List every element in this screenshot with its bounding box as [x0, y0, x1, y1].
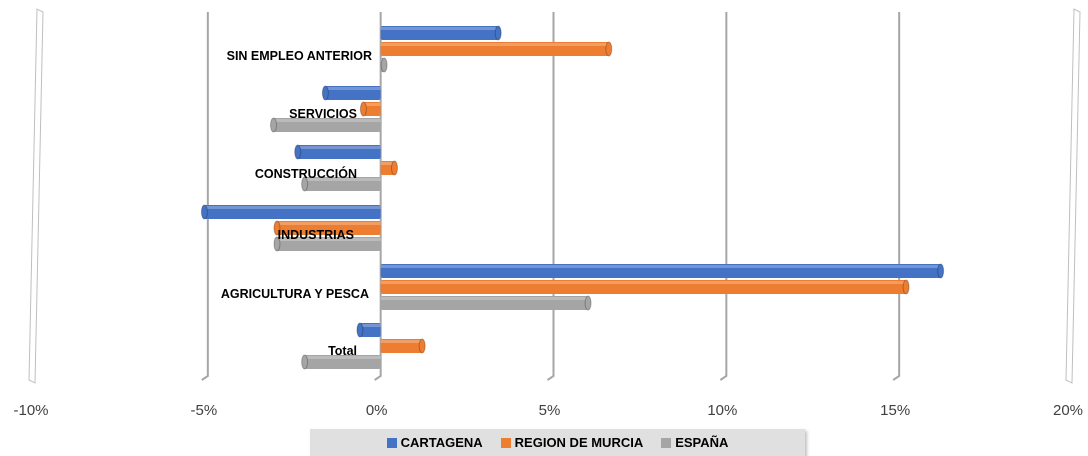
bar [380, 338, 426, 354]
x-tick-label: 20% [1053, 402, 1083, 419]
legend-swatch [386, 437, 397, 448]
category-label: SIN EMPLEO ANTERIOR [227, 49, 372, 63]
bar [380, 295, 592, 311]
legend-label: ESPAÑA [675, 435, 729, 450]
bar [270, 117, 381, 133]
gridline [201, 12, 209, 381]
gridline [546, 12, 555, 381]
legend-swatch [500, 437, 511, 448]
legend-item-cartagena: CARTAGENA [386, 435, 483, 450]
grid-wall [1065, 8, 1081, 384]
gridlines [28, 8, 1081, 384]
legend-label: REGION DE MURCIA [514, 435, 644, 450]
legend-swatch [661, 437, 672, 448]
category-label: INDUSTRIAS [278, 228, 354, 242]
gridline [719, 12, 728, 381]
category-label: AGRICULTURA Y PESCA [221, 287, 369, 301]
bar [273, 236, 381, 252]
bar [301, 176, 381, 192]
x-tick-label: 0% [366, 402, 388, 419]
x-tick-labels: -10% -5% 0% 5% 10% 15% 20% [13, 402, 1083, 419]
bar [359, 101, 381, 117]
category-labels: SIN EMPLEO ANTERIOR SERVICIOS CONSTRUCCIÓN… [221, 49, 372, 358]
bar [380, 41, 613, 57]
legend-item-region-de-murcia: REGION DE MURCIA [500, 435, 644, 450]
bars [200, 25, 945, 370]
bar [301, 354, 381, 370]
bar [200, 204, 381, 220]
x-tick-label: 10% [707, 402, 737, 419]
category-label: Total [328, 344, 357, 358]
grid-wall [28, 8, 44, 384]
category-label: CONSTRUCCIÓN [255, 166, 357, 181]
bar [321, 85, 381, 101]
gridline [374, 12, 382, 381]
x-tick-label: 5% [539, 402, 561, 419]
x-tick-label: -5% [190, 402, 217, 419]
bar [380, 263, 945, 279]
x-tick-label: 15% [880, 402, 910, 419]
bar [380, 57, 388, 73]
bar [380, 160, 398, 176]
category-label: SERVICIOS [289, 107, 357, 121]
bar [294, 144, 381, 160]
legend: CARTAGENA REGION DE MURCIA ESPAÑA [310, 429, 805, 456]
gridline [892, 12, 901, 381]
x-tick-label: -10% [13, 402, 48, 419]
bar [380, 25, 502, 41]
bar [273, 220, 381, 236]
legend-item-espana: ESPAÑA [661, 435, 728, 450]
bar [356, 322, 381, 338]
bar [380, 279, 910, 295]
legend-label: CARTAGENA [400, 435, 483, 450]
